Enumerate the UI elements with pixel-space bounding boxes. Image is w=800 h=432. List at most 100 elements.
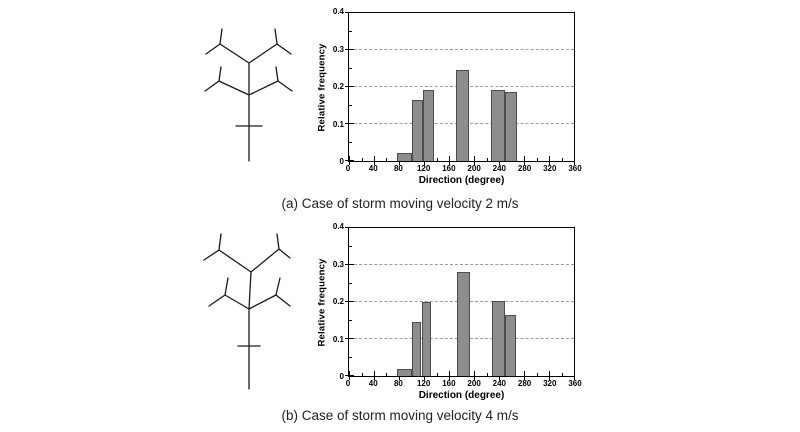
storm-track-diagram-a	[204, 28, 293, 162]
y-major-tick	[345, 264, 354, 265]
plot-area	[345, 227, 575, 380]
caption-a: (a) Case of storm moving velocity 2 m/s	[281, 196, 519, 211]
y-tick-label: 0.4	[332, 7, 344, 16]
y-tick-labels: 0 0.1 0.2 0.3 0.4	[324, 8, 346, 166]
x-minor-tick	[536, 373, 538, 376]
y-major-tick	[345, 227, 354, 228]
x-tick-label: 240	[492, 164, 507, 173]
y-minor-tick	[349, 104, 352, 106]
x-minor-tick	[361, 158, 363, 161]
y-major-tick	[345, 86, 354, 87]
y-tick-labels: 0 0.1 0.2 0.3 0.4	[324, 223, 346, 381]
y-tick-label: 0.1	[332, 119, 344, 129]
x-major-tick	[449, 371, 450, 380]
y-gridline	[349, 264, 574, 265]
x-tick-labels: 0 40 80 120 160 200 240 280 320 360	[345, 379, 582, 389]
y-tick-label: 0.4	[332, 222, 344, 231]
x-minor-tick	[486, 373, 488, 376]
x-major-tick	[474, 371, 475, 380]
histogram-bar	[490, 90, 506, 161]
x-major-tick	[449, 156, 450, 165]
x-tick-label: 0	[345, 379, 351, 388]
x-tick-label: 360	[568, 164, 582, 173]
x-major-tick	[374, 371, 375, 380]
x-tick-labels: 0 40 80 120 160 200 240 280 320 360	[345, 164, 582, 174]
histogram-chart-a: Relative frequency 0 0.1 0.2 0.3 0.4 0 40 80 12…	[316, 2, 582, 192]
y-minor-tick	[349, 319, 352, 321]
histogram-bar	[504, 315, 517, 376]
y-minor-tick	[349, 141, 352, 143]
y-minor-tick	[349, 30, 352, 32]
histogram-bar	[422, 90, 434, 161]
x-minor-tick	[386, 158, 388, 161]
histogram-bar	[457, 272, 471, 376]
x-tick-label: 240	[492, 379, 507, 388]
x-major-tick	[549, 156, 550, 165]
x-major-tick	[574, 156, 575, 165]
y-minor-tick	[349, 67, 352, 69]
histogram-bar	[411, 321, 422, 376]
histogram-bar	[397, 152, 412, 161]
x-major-tick	[574, 371, 575, 380]
x-tick-label: 360	[568, 379, 582, 388]
y-tick-label: 0.2	[332, 82, 344, 91]
x-major-tick	[374, 156, 375, 165]
histogram-bar	[397, 369, 412, 376]
x-tick-label: 280	[517, 379, 532, 388]
x-tick-label: 120	[416, 379, 431, 388]
y-minor-tick	[349, 282, 352, 284]
plot-area	[345, 12, 575, 165]
x-minor-tick	[436, 158, 438, 161]
x-tick-label: 320	[543, 164, 557, 173]
x-tick-label: 80	[393, 164, 403, 173]
histogram-bar	[411, 100, 423, 161]
histogram-bar	[455, 69, 469, 161]
x-axis-title: Direction (degree)	[418, 175, 505, 186]
y-major-tick	[345, 375, 354, 376]
y-major-tick	[345, 301, 354, 302]
x-minor-tick	[486, 158, 488, 161]
y-tick-label: 0.1	[332, 334, 344, 344]
x-tick-label: 200	[467, 164, 481, 173]
x-major-tick	[524, 156, 525, 165]
histogram-bar	[421, 302, 432, 376]
x-tick-label: 40	[368, 164, 378, 173]
y-major-tick	[345, 12, 354, 13]
x-tick-label: 320	[543, 379, 557, 388]
x-tick-label: 160	[442, 164, 456, 173]
x-tick-label: 200	[467, 379, 481, 388]
storm-track-diagram-b	[203, 233, 291, 390]
x-major-tick	[549, 371, 550, 380]
x-minor-tick	[386, 373, 388, 376]
y-minor-tick	[349, 245, 352, 247]
y-major-tick	[345, 49, 354, 50]
x-tick-label: 280	[517, 164, 532, 173]
x-tick-label: 160	[442, 379, 456, 388]
y-major-tick	[345, 338, 354, 339]
x-tick-label: 80	[393, 379, 403, 388]
caption-b: (b) Case of storm moving velocity 4 m/s	[281, 408, 519, 423]
x-minor-tick	[361, 373, 363, 376]
x-minor-tick	[536, 158, 538, 161]
y-tick-label: 0.2	[332, 297, 344, 306]
y-tick-label: 0.3	[332, 259, 344, 269]
x-minor-tick	[561, 373, 563, 376]
x-tick-label: 40	[368, 379, 378, 388]
x-major-tick	[474, 156, 475, 165]
y-tick-label: 0	[339, 372, 344, 381]
histogram-bar	[492, 301, 505, 376]
y-gridline	[349, 49, 574, 50]
x-minor-tick	[436, 373, 438, 376]
x-tick-label: 120	[416, 164, 431, 173]
y-major-tick	[345, 160, 354, 161]
histogram-chart-b: Relative frequency 0 0.1 0.2 0.3 0.4 0 40 80 12…	[316, 217, 582, 407]
y-minor-tick	[349, 356, 352, 358]
y-tick-label: 0	[339, 157, 344, 166]
histogram-bar	[505, 91, 518, 161]
y-major-tick	[345, 123, 354, 124]
x-axis-title: Direction (degree)	[418, 390, 505, 401]
x-tick-label: 0	[345, 164, 351, 173]
y-tick-label: 0.3	[332, 44, 344, 54]
x-major-tick	[524, 371, 525, 380]
